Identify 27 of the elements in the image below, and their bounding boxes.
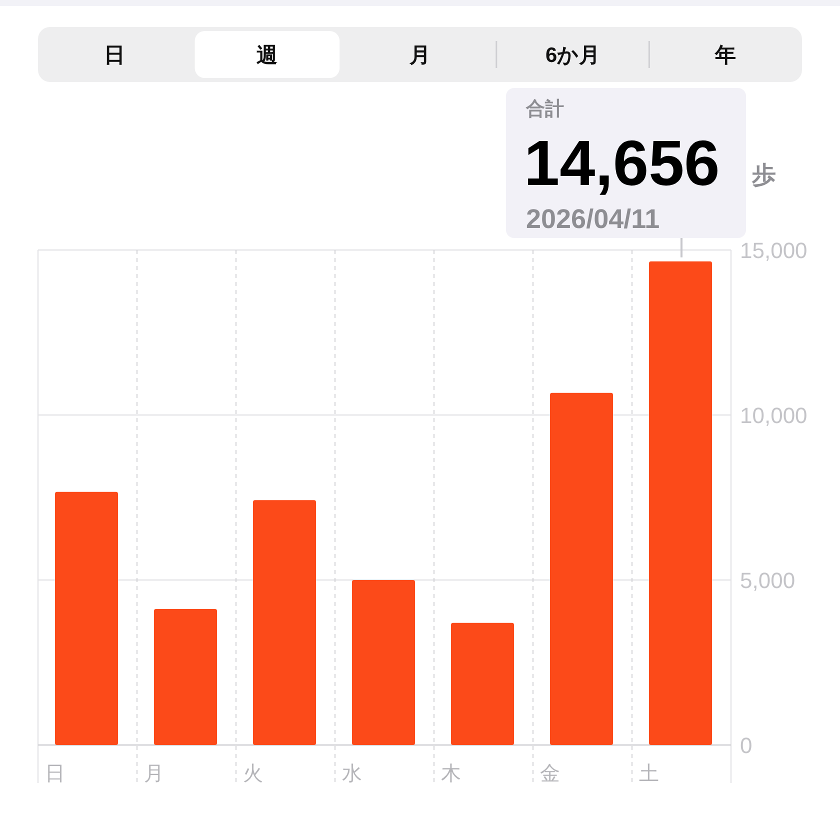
bar bbox=[55, 492, 118, 745]
x-tick-label: 日 bbox=[45, 763, 65, 785]
y-tick-label: 15,000 bbox=[740, 238, 808, 263]
x-tick-label: 土 bbox=[639, 763, 659, 785]
y-tick-label: 10,000 bbox=[740, 403, 808, 428]
x-tick-label: 月 bbox=[144, 763, 164, 785]
text: 6か月 bbox=[545, 44, 600, 67]
bar bbox=[253, 500, 316, 745]
annotation: 14,656 bbox=[524, 127, 720, 199]
text: 月 bbox=[408, 44, 430, 67]
bar bbox=[154, 609, 217, 745]
x-tick-label: 木 bbox=[441, 763, 461, 785]
text: 合計 bbox=[525, 98, 564, 120]
text: 日 bbox=[104, 44, 125, 67]
bar bbox=[352, 580, 415, 745]
text: 週 bbox=[256, 44, 278, 67]
x-tick-label: 火 bbox=[243, 763, 263, 785]
bar bbox=[550, 392, 613, 745]
text: 歩 bbox=[751, 162, 776, 189]
x-tick-label: 水 bbox=[342, 763, 362, 785]
y-tick-label: 0 bbox=[740, 733, 752, 758]
text: 2026/04/11 bbox=[526, 204, 660, 234]
y-tick-label: 5,000 bbox=[740, 568, 796, 593]
bar bbox=[451, 622, 514, 745]
text: 年 bbox=[714, 44, 736, 67]
x-tick-label: 金 bbox=[540, 763, 560, 785]
bar bbox=[649, 261, 712, 745]
